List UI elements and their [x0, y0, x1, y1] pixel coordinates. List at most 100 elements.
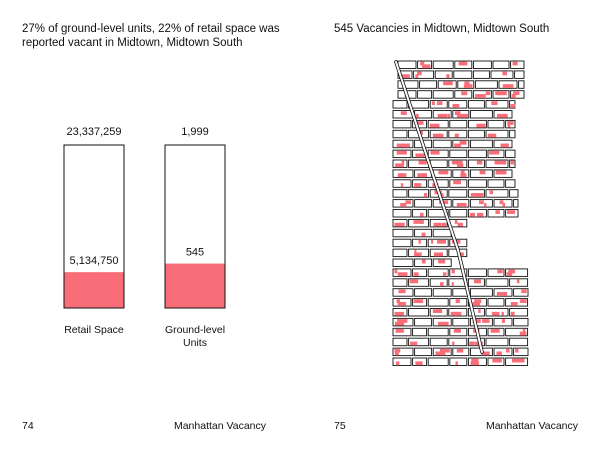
- vacancy-patch: [469, 212, 475, 217]
- vacancy-patch: [415, 74, 419, 79]
- map-block: [469, 317, 493, 327]
- bar-vacant: [64, 272, 124, 308]
- vacancy-patch: [400, 111, 407, 115]
- map-block: [472, 70, 490, 79]
- left-page: 27% of ground-level units, 22% of retail…: [22, 23, 280, 432]
- vacancy-patch: [472, 319, 481, 323]
- vacancy-patch: [495, 170, 506, 175]
- vacancy-patch: [415, 183, 422, 187]
- map-block: [408, 308, 430, 317]
- map-block: [467, 129, 485, 139]
- category-label: Units: [183, 337, 207, 349]
- vacancy-patch: [394, 348, 401, 353]
- vacancy-bar-chart: 23,337,259 5,134,750 Retail Space 1,999 545 G…: [63, 126, 226, 349]
- map-block: [392, 129, 408, 139]
- map-block: [397, 80, 419, 89]
- vacancy-patch: [438, 170, 449, 175]
- vacancy-patch: [506, 348, 510, 353]
- vacancy-patch: [451, 282, 454, 286]
- map-block: [419, 80, 438, 89]
- vacancy-patch: [459, 140, 467, 145]
- map-block: [514, 70, 525, 79]
- vacancy-patch: [502, 84, 514, 88]
- map-block: [452, 317, 470, 327]
- vacancy-patch: [434, 123, 440, 128]
- vacancy-patch: [397, 272, 408, 277]
- map-block: [449, 149, 468, 159]
- vacancy-patch: [395, 329, 404, 333]
- vacancy-patch: [460, 170, 465, 175]
- vacancy-patch: [481, 351, 490, 356]
- vacancy-patch: [470, 361, 479, 366]
- vacancy-patch: [435, 351, 446, 356]
- vacancy-patch: [461, 61, 466, 66]
- vacancy-patch: [410, 341, 418, 346]
- vacancy-patch: [521, 358, 525, 363]
- vacancy-patch: [394, 321, 405, 326]
- vacancy-patch: [413, 299, 421, 304]
- vacancy-patch: [496, 351, 502, 356]
- map-block: [505, 268, 529, 277]
- vacancy-patch: [439, 348, 450, 353]
- vacancy-patch: [455, 239, 461, 244]
- bar-group-retail-space: 23,337,259 5,134,750 Retail Space: [63, 126, 125, 336]
- map-block: [417, 90, 433, 99]
- map-block: [513, 347, 529, 357]
- map-block: [449, 268, 468, 277]
- map-block: [492, 60, 510, 69]
- map-block: [485, 278, 509, 287]
- vacancy-patch: [458, 252, 464, 257]
- vacancy-patch: [398, 289, 406, 294]
- vacancy-patch: [470, 193, 480, 197]
- map-block: [509, 308, 529, 317]
- vacancy-patch: [394, 351, 399, 356]
- vacancy-patch: [490, 329, 500, 333]
- vacancy-patch: [443, 272, 447, 277]
- map-block: [427, 209, 449, 218]
- map-block: [432, 90, 454, 99]
- vacancy-patch: [474, 299, 482, 304]
- map-block: [414, 317, 433, 327]
- vacancy-patch: [479, 170, 486, 175]
- map-block: [392, 357, 412, 366]
- map-block: [513, 288, 529, 297]
- vacancy-patch: [487, 133, 497, 138]
- vacancy-patch: [421, 173, 427, 178]
- map-block: [509, 189, 519, 198]
- vacancy-patch: [400, 183, 404, 187]
- map-block: [449, 119, 468, 129]
- map-block: [392, 278, 408, 287]
- vacancy-patch: [456, 202, 467, 207]
- vacancy-patch: [446, 74, 450, 79]
- vacancy-patch: [397, 301, 406, 306]
- map-block: [432, 139, 452, 149]
- vacancy-patch: [475, 279, 481, 284]
- vacancy-patch: [495, 210, 500, 214]
- map-block: [490, 70, 514, 79]
- vacancy-patch: [501, 319, 506, 323]
- vacancy-patch: [484, 202, 487, 207]
- vacancy-patch: [461, 91, 468, 96]
- map-block: [392, 189, 408, 198]
- map-block: [408, 278, 430, 287]
- vacancy-patch: [395, 163, 404, 168]
- vacancy-patch: [478, 309, 481, 313]
- vacancy-patch: [475, 193, 484, 197]
- map-block: [469, 288, 493, 297]
- vacancy-patch: [476, 212, 484, 217]
- map-block: [505, 327, 529, 337]
- vacancy-patch: [423, 193, 428, 197]
- map-block: [427, 298, 449, 307]
- broadway-road: [395, 61, 483, 353]
- vacancy-patch: [438, 321, 449, 326]
- vacancy-patch: [506, 272, 513, 277]
- vacancy-patch: [414, 249, 417, 254]
- vacancy-patch: [413, 272, 419, 277]
- vacancy-patch: [417, 71, 422, 76]
- vacancy-patch: [454, 220, 458, 224]
- vacancy-patch: [522, 329, 526, 333]
- vacancy-patch: [399, 173, 407, 178]
- vacancy-patch: [396, 143, 408, 148]
- map-block: [453, 70, 473, 79]
- map-block: [487, 119, 505, 129]
